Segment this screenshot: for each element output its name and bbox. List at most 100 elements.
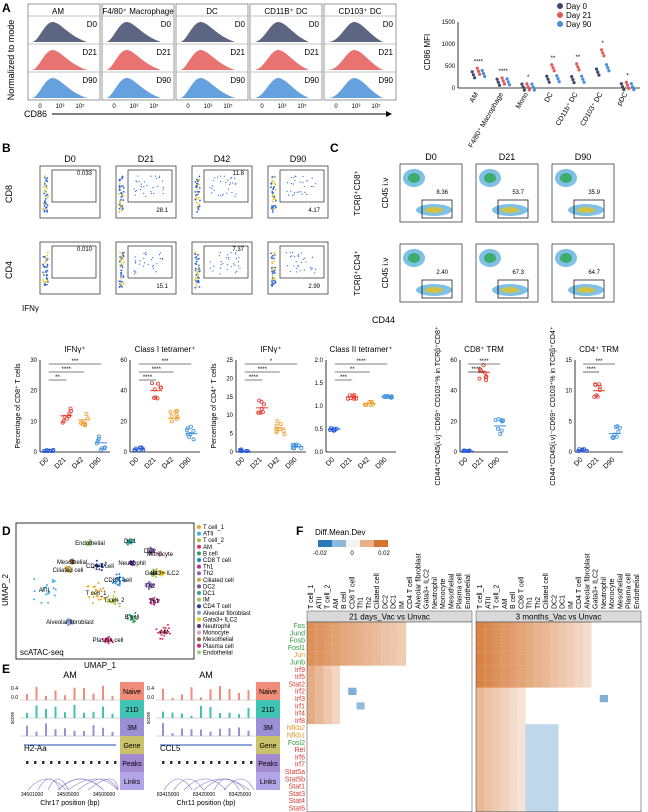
flow-event-dot [151,193,152,194]
heatmap-cell [348,775,356,782]
heatmap-cell [633,622,641,629]
umap-legend-label: IM [203,598,210,604]
hist-population-label: F4/80⁺ Macrophage [102,7,174,16]
heatmap-cell [431,790,439,797]
heatmap-cell [476,753,484,760]
flow-event-dot [120,281,122,283]
hist-axis-tick: 10³ [56,104,65,110]
heatmap-cell [476,680,484,687]
heatmap-cell [381,695,389,702]
heatmap-cell [332,695,340,702]
heatmap-cell [526,739,534,746]
heatmap-celltype-label: Mesothelial [448,573,455,609]
heatmap-cell [526,717,534,724]
heatmap-cell [398,702,406,709]
hist-axis-tick: 10⁵ [297,103,307,110]
heatmap-cell [357,753,365,760]
heatmap-cell [398,644,406,651]
heatmap-cell [373,732,381,739]
umap-legend-marker [197,617,201,621]
heatmap-cell [406,805,414,812]
heatmap-cell [315,805,323,812]
heatmap-cell [476,761,484,768]
heatmap-cell [501,644,509,651]
heatmap-cell [608,805,616,812]
flow-gate-value: 2.99 [308,284,320,290]
umap-legend-marker [197,591,201,595]
umap-cell-point [119,605,121,607]
heatmap-cell [509,797,517,804]
peak-block [218,761,221,764]
heatmap-cell [431,746,439,753]
heatmap-cell [542,622,550,629]
heatmap-cell [464,695,472,702]
heatmap-cell [464,746,472,753]
flow-event-dot [224,176,225,177]
heatmap-cell [398,717,406,724]
histogram-d21 [180,50,235,70]
flow-event-dot [196,183,198,185]
heatmap-cell [439,666,447,673]
dotplot-ytick: 60 [450,358,457,364]
heatmap-cell [348,688,356,695]
heatmap-cell [464,673,472,680]
heatmap-tf-label: Stat3 [289,791,305,798]
heatmap-cell [315,775,323,782]
track-peak-bar [238,727,240,736]
heatmap-tf-label: Rel [294,747,305,754]
heatmap-cell [526,761,534,768]
heatmap-cell [340,680,348,687]
umap-cell-point [155,628,157,630]
heatmap-cell [373,702,381,709]
heatmap-cell [307,768,315,775]
umap-cell-point [54,595,56,597]
flow-event-dot [197,281,199,283]
flow-event-dot [134,189,135,190]
umap-cluster-label: T cell_2 [104,598,126,604]
flow-event-dot [195,277,197,279]
track-peak-bar [162,689,164,700]
heatmap-cell [517,783,525,790]
dotplot-ytick: 15 [565,358,572,364]
heatmap-cell [600,637,608,644]
flow-event-dot [211,188,212,189]
heatmap-cell [517,732,525,739]
mfi-point-day-0 [621,85,624,88]
heatmap-cell [423,695,431,702]
flow-event-dot [290,271,291,272]
flow-event-dot [312,268,313,269]
heatmap-cell [550,680,558,687]
heatmap-cell [324,783,332,790]
heatmap-cell [439,724,447,731]
heatmap-cell [431,637,439,644]
heatmap-cell [550,797,558,804]
dotplot-ytick: 40 [450,389,457,395]
mfi-point-day-0 [520,83,523,86]
track-peak-bar [36,732,38,736]
heatmap-cell [447,666,455,673]
heatmap-cell [307,724,315,731]
flow-event-dot [273,260,275,262]
heatmap-cell [526,688,534,695]
peak-block [26,761,29,764]
flow-event-dot [47,196,49,198]
hist-day-label: D0 [309,20,320,29]
heatmap-cell [600,651,608,658]
heatmap-cell [542,768,550,775]
heatmap-cell [575,680,583,687]
mfi-legend-marker [557,12,563,18]
heatmap-cell [484,622,492,629]
flow-event-dot [290,256,291,257]
heatmap-cell [592,637,600,644]
heatmap-cell [476,797,484,804]
umap-cell-point [134,612,136,614]
umap-legend-marker [197,637,201,641]
track-peak-bar [64,712,66,718]
dotplot-category-label: D0 [235,456,246,467]
heatmap-cell [526,710,534,717]
hist-day-label: D21 [378,48,393,57]
heatmap-cell [542,659,550,666]
flow-event-dot [194,253,196,255]
heatmap-cell [332,761,340,768]
heatmap-cell [476,775,484,782]
